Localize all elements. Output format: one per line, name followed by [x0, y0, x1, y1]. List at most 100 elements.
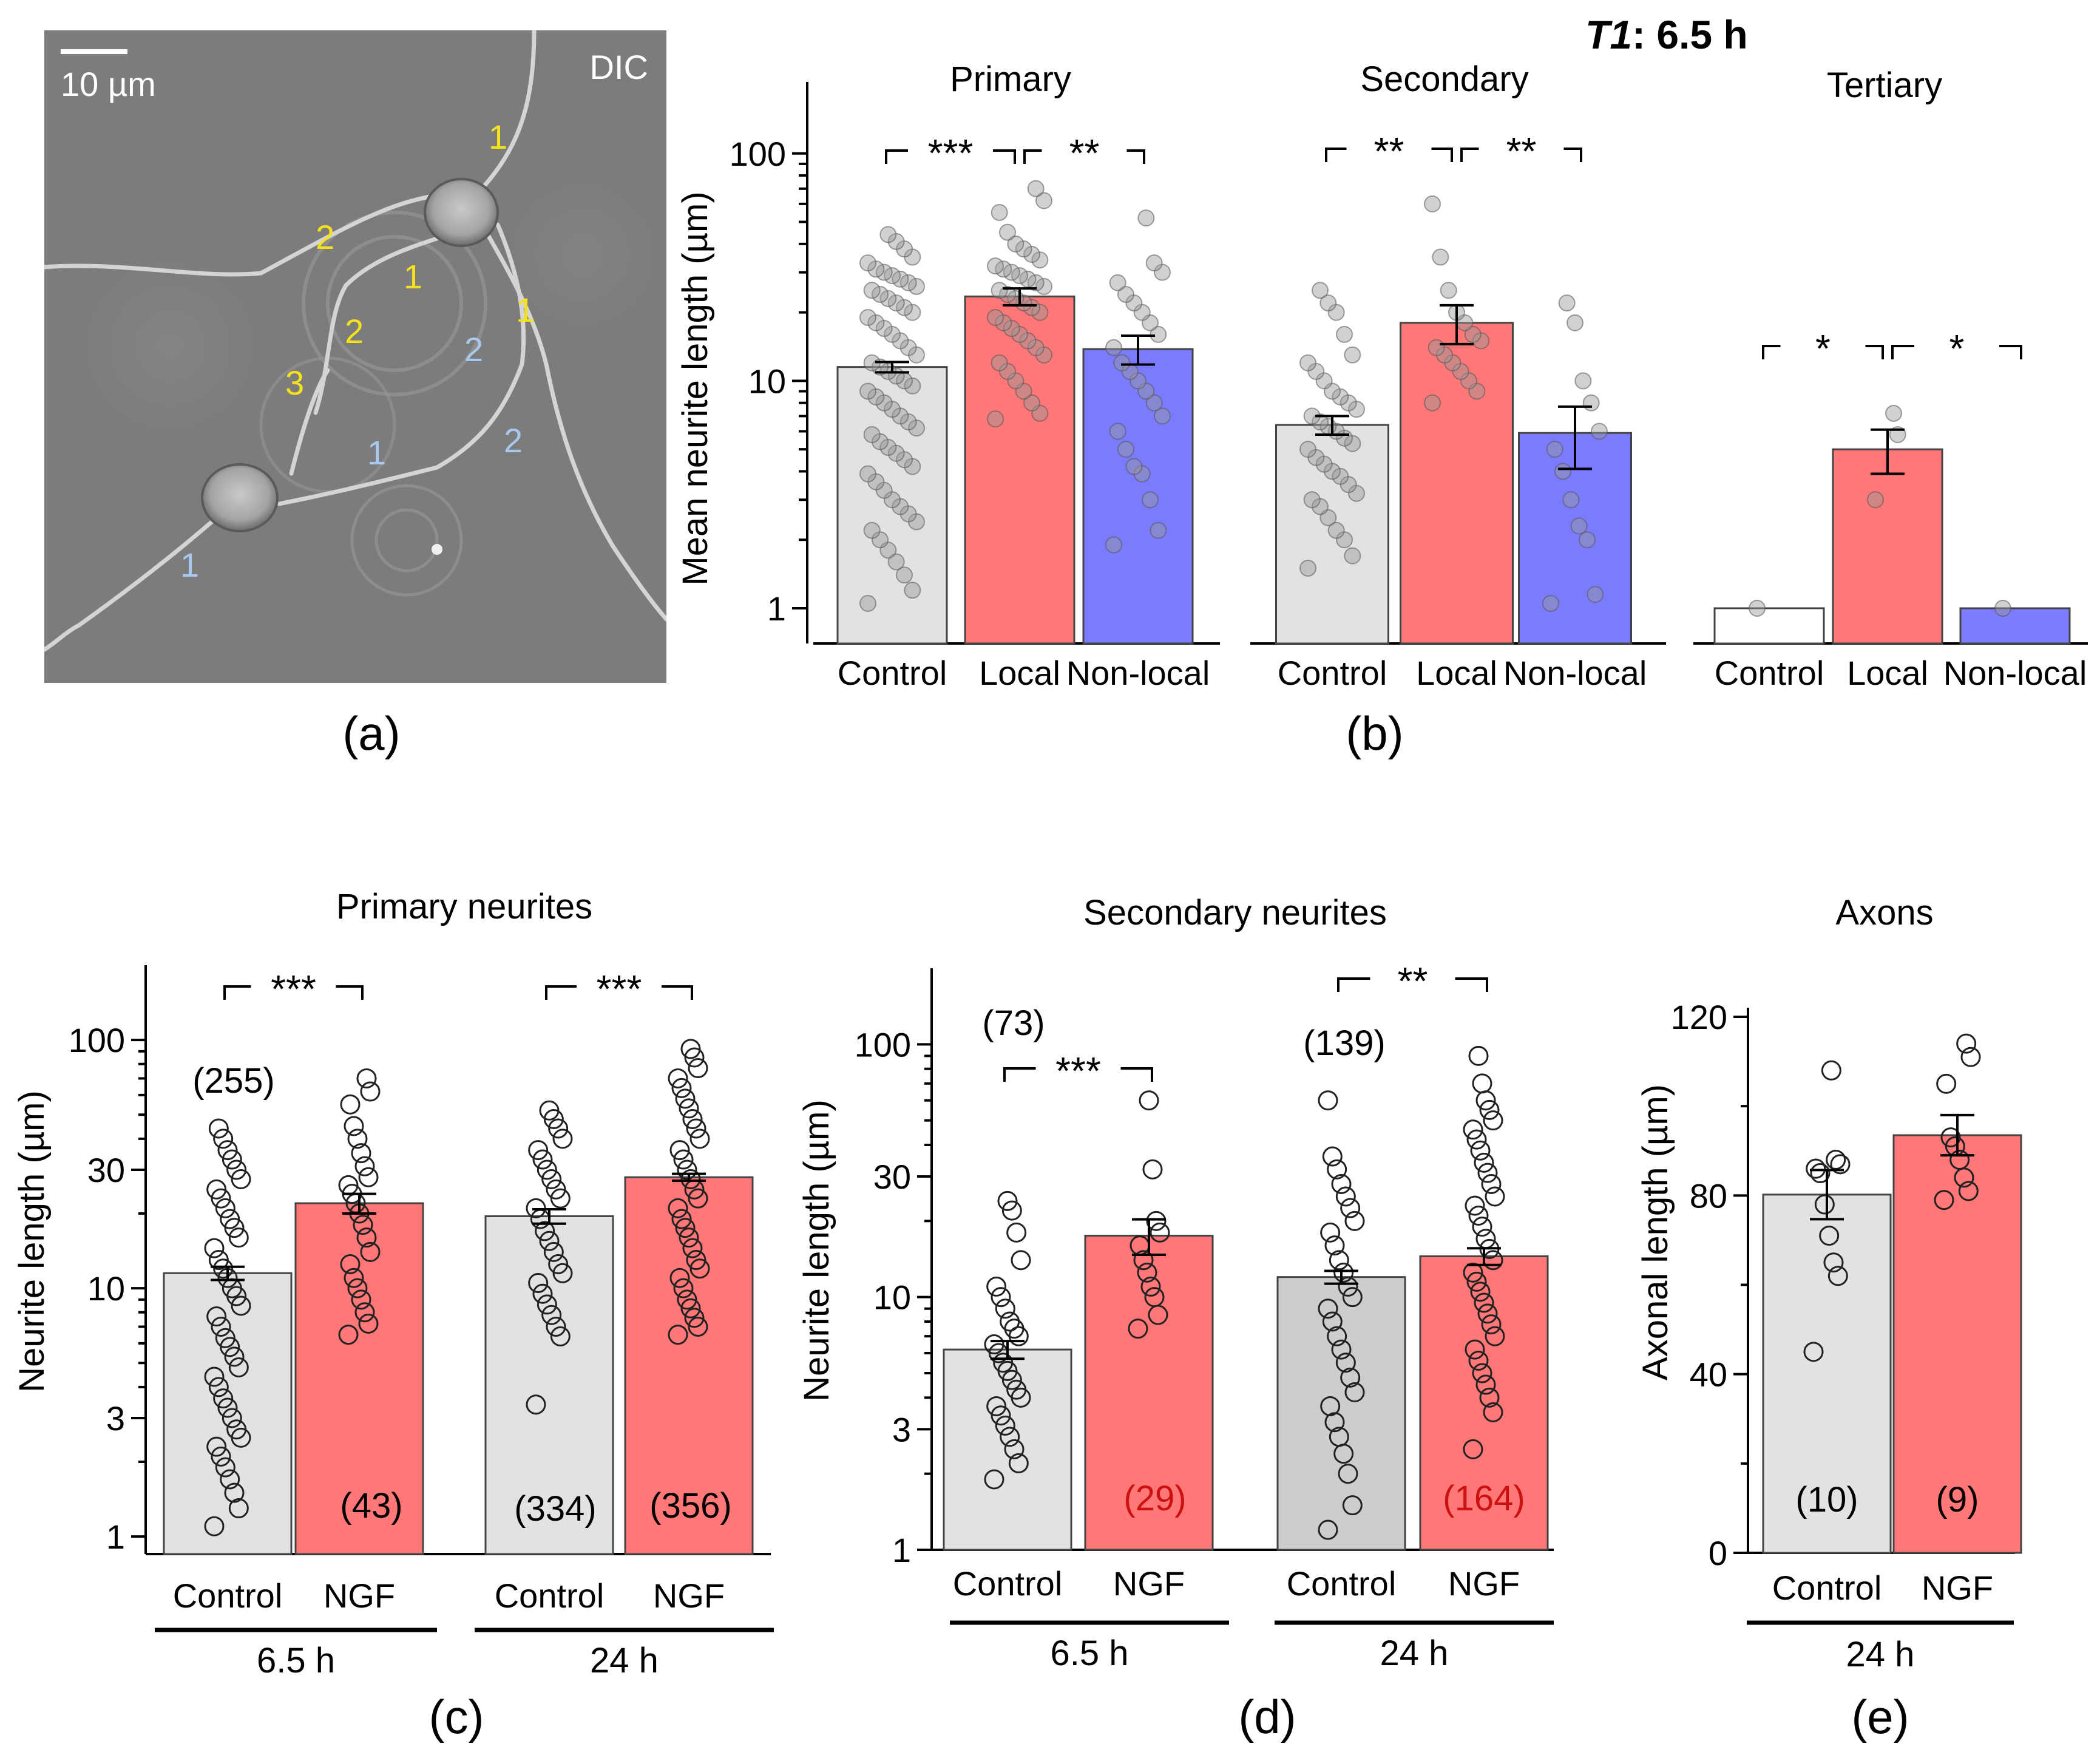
data-point [879, 290, 897, 307]
data-point [1826, 1149, 1846, 1170]
data-point [351, 1143, 371, 1164]
b-group-title: Tertiary [1827, 66, 1942, 105]
data-point [528, 1272, 549, 1293]
data-point [1322, 1146, 1343, 1167]
data-point [1591, 423, 1608, 440]
e-title: Axons [1835, 893, 1933, 932]
data-point [896, 299, 913, 316]
data-point [208, 1377, 229, 1397]
data-point [532, 1149, 553, 1170]
data-point [1137, 209, 1155, 227]
data-point [908, 277, 925, 295]
timepoint-rest: : 6.5 h [1632, 12, 1748, 57]
data-point [1940, 1127, 1961, 1148]
panel-d-y-tick-label: 3 [892, 1410, 911, 1448]
data-point [686, 1118, 706, 1139]
data-point [1327, 1159, 1347, 1180]
data-point [222, 1408, 242, 1428]
data-point [1468, 1206, 1489, 1226]
data-point [1318, 1519, 1338, 1540]
data-point [340, 1254, 361, 1274]
data-point [1299, 560, 1316, 577]
e-y-tick-label: 40 [1690, 1356, 1727, 1394]
dic-micrograph: 10 µm DIC 1 2 1 1 2 3 2 1 2 1 [44, 30, 666, 683]
data-point [1299, 354, 1316, 372]
panel-d-bar [943, 1348, 1072, 1551]
data-point [999, 223, 1016, 241]
data-point [1483, 1110, 1503, 1131]
data-point [1007, 235, 1025, 253]
c-y-axis-label: Neurite length (µm) [12, 1090, 52, 1393]
data-point [991, 354, 1008, 372]
e-n-count: (10) [1795, 1480, 1858, 1519]
data-point [541, 1305, 562, 1325]
data-point [1004, 1439, 1025, 1459]
data-point [1466, 1271, 1487, 1292]
data-point [1133, 1250, 1154, 1271]
data-point [680, 1169, 701, 1189]
data-point [859, 595, 876, 613]
b-y-axis-label: Mean neurite length (µm) [676, 191, 715, 585]
data-point [1428, 339, 1445, 356]
timepoint-italic: T1 [1585, 12, 1632, 57]
data-point [1468, 1045, 1489, 1066]
data-point [986, 1276, 1007, 1297]
b-error-bar [1315, 415, 1349, 436]
b-y-tick-label: 1 [767, 589, 786, 628]
b-error-bar [1440, 304, 1474, 345]
data-point [689, 1258, 710, 1279]
data-point [904, 377, 921, 395]
panel-label-c: (c) [429, 1690, 484, 1743]
significance-stars: *** [597, 967, 642, 1011]
panel-label-a: (a) [342, 707, 400, 760]
data-point [1340, 1198, 1361, 1218]
significance-stars: ** [1398, 959, 1428, 1003]
b-error-bar [1121, 334, 1155, 366]
data-point [987, 308, 1004, 326]
data-point [1023, 299, 1040, 316]
data-point [859, 308, 876, 326]
data-point [1558, 294, 1576, 312]
b-y-tick-label: 100 [730, 135, 786, 173]
data-point [887, 294, 905, 312]
data-point [1819, 1226, 1840, 1246]
data-point [1477, 1163, 1498, 1183]
data-point [879, 226, 897, 243]
data-point [1144, 1287, 1165, 1308]
data-point [1035, 277, 1052, 295]
data-point [1000, 1427, 1020, 1447]
data-point [1463, 1119, 1483, 1140]
data-point [675, 1218, 696, 1238]
data-point [987, 410, 1004, 428]
b-x-tick-label: Non-local [1943, 654, 2087, 692]
panel-label-b: (b) [1346, 707, 1403, 760]
b-group-title: Secondary [1360, 59, 1528, 99]
data-point [863, 521, 881, 539]
c-title: Primary neurites [336, 887, 592, 926]
b-x-tick-label: Local [979, 654, 1060, 692]
data-point [1479, 1387, 1500, 1408]
data-point [1821, 1060, 1841, 1081]
b-error-bar [875, 361, 909, 374]
significance-stars: * [1815, 327, 1831, 370]
panel-d-error-bar [1324, 1269, 1358, 1285]
data-point [1823, 1252, 1844, 1273]
data-point [1332, 467, 1349, 485]
panel-c-bar [484, 1215, 614, 1555]
data-point [859, 382, 876, 400]
panel-c-y-tick-label: 1 [106, 1518, 125, 1556]
panel-c-error-bar [672, 1172, 706, 1183]
e-bar [1762, 1193, 1892, 1554]
data-point [1109, 274, 1126, 291]
significance-stars: ** [1069, 131, 1100, 175]
data-point [1885, 404, 1902, 422]
b-error-bar [1558, 405, 1592, 470]
data-point [991, 282, 1008, 299]
data-point [1475, 1374, 1496, 1395]
panel-c-error-bar [532, 1208, 566, 1225]
data-point [680, 1298, 701, 1319]
data-point [1344, 346, 1361, 364]
data-point [539, 1100, 560, 1121]
data-point [1142, 1159, 1163, 1180]
neurite-label: 1 [367, 433, 386, 472]
